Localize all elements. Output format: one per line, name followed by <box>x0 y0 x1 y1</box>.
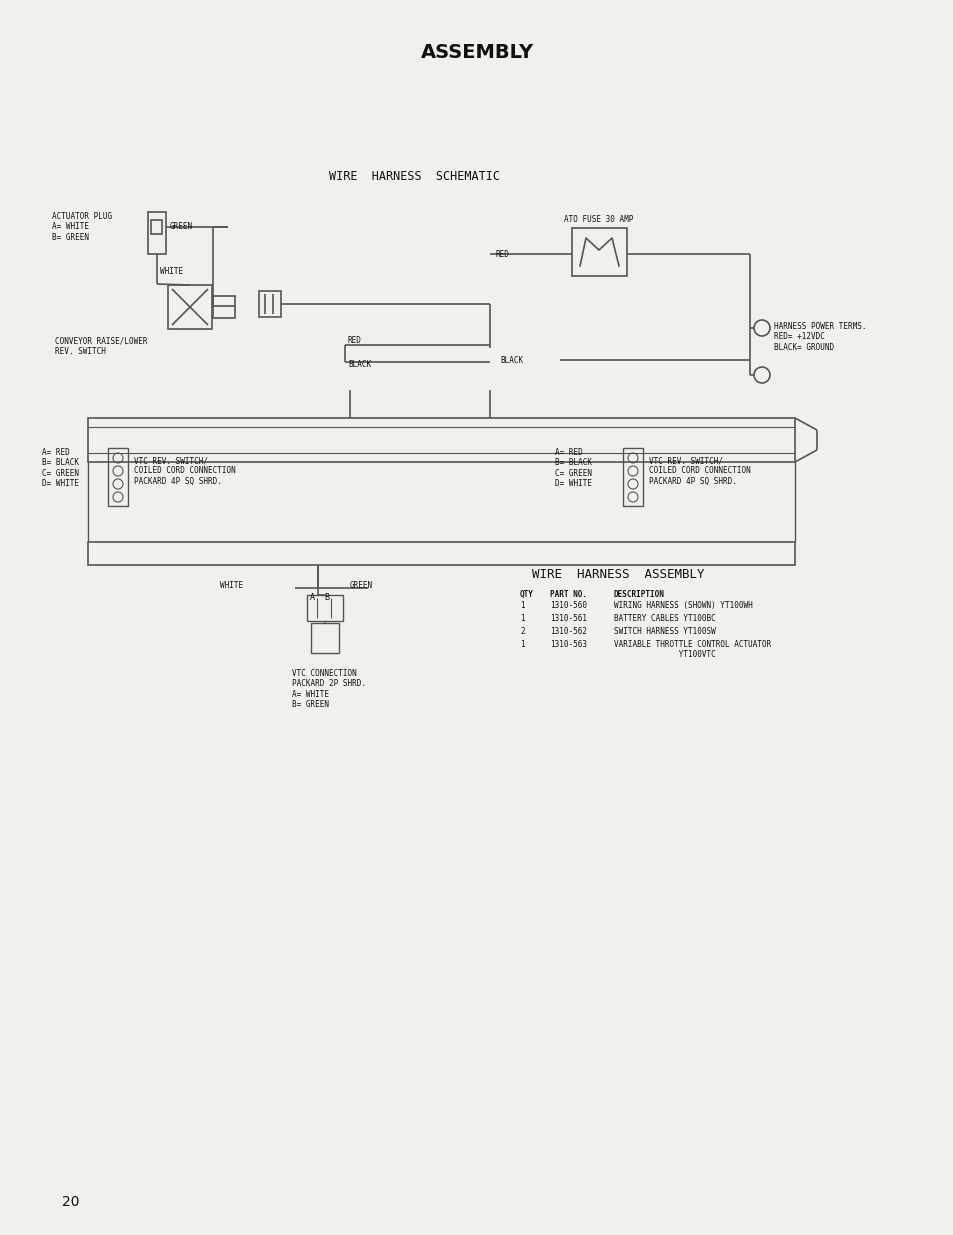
Text: 1: 1 <box>519 614 524 622</box>
Text: 1: 1 <box>519 601 524 610</box>
Text: 1310-561: 1310-561 <box>550 614 586 622</box>
Bar <box>148 212 166 254</box>
Text: ASSEMBLY: ASSEMBLY <box>420 42 533 62</box>
Text: DESCRIPTION: DESCRIPTION <box>614 590 664 599</box>
Bar <box>622 448 642 506</box>
Bar <box>258 291 281 317</box>
Text: WIRING HARNESS (SHOWN) YT100WH: WIRING HARNESS (SHOWN) YT100WH <box>614 601 752 610</box>
Text: PART NO.: PART NO. <box>550 590 586 599</box>
Text: 1310-562: 1310-562 <box>550 627 586 636</box>
Text: 20: 20 <box>62 1195 79 1209</box>
Text: VARIABLE THROTTLE CONTROL ACTUATOR
              YT100VTC: VARIABLE THROTTLE CONTROL ACTUATOR YT100… <box>614 640 770 659</box>
Text: BLACK: BLACK <box>499 356 522 366</box>
Text: RED: RED <box>348 336 361 345</box>
Text: GREEN: GREEN <box>170 222 193 231</box>
Bar <box>572 228 626 275</box>
Text: WIRE  HARNESS  SCHEMATIC: WIRE HARNESS SCHEMATIC <box>329 170 500 184</box>
Text: VTC REV. SWITCH/
COILED CORD CONNECTION
PACKARD 4P SQ SHRD.: VTC REV. SWITCH/ COILED CORD CONNECTION … <box>648 456 750 485</box>
Text: A  B: A B <box>310 593 330 601</box>
Text: A= RED
B= BLACK
C= GREEN
D= WHITE: A= RED B= BLACK C= GREEN D= WHITE <box>42 448 79 488</box>
Text: 1310-560: 1310-560 <box>550 601 586 610</box>
Text: 1310-563: 1310-563 <box>550 640 586 650</box>
Bar <box>168 285 212 329</box>
Text: WHITE: WHITE <box>160 267 183 275</box>
Text: 1: 1 <box>519 640 524 650</box>
Bar <box>213 296 234 317</box>
Text: GREEN: GREEN <box>350 580 373 589</box>
Text: 2: 2 <box>519 627 524 636</box>
Bar <box>311 622 338 653</box>
Text: HARNESS POWER TERMS.
RED= +12VDC
BLACK= GROUND: HARNESS POWER TERMS. RED= +12VDC BLACK= … <box>773 322 865 352</box>
Text: ACTUATOR PLUG
A= WHITE
B= GREEN: ACTUATOR PLUG A= WHITE B= GREEN <box>52 212 112 242</box>
Text: QTY: QTY <box>519 590 534 599</box>
Text: ATO FUSE 30 AMP: ATO FUSE 30 AMP <box>564 215 633 224</box>
Text: VTC CONNECTION
PACKARD 2P SHRD.
A= WHITE
B= GREEN: VTC CONNECTION PACKARD 2P SHRD. A= WHITE… <box>292 669 366 709</box>
Text: BATTERY CABLES YT100BC: BATTERY CABLES YT100BC <box>614 614 715 622</box>
Bar <box>88 417 794 462</box>
Bar <box>151 220 162 233</box>
Bar <box>307 595 343 621</box>
Text: SWITCH HARNESS YT100SW: SWITCH HARNESS YT100SW <box>614 627 715 636</box>
Bar <box>108 448 128 506</box>
Text: WIRE  HARNESS  ASSEMBLY: WIRE HARNESS ASSEMBLY <box>531 568 703 580</box>
Bar <box>88 542 794 564</box>
Text: CONVEYOR RAISE/LOWER
REV. SWITCH: CONVEYOR RAISE/LOWER REV. SWITCH <box>55 337 148 357</box>
Text: A= RED
B= BLACK
C= GREEN
D= WHITE: A= RED B= BLACK C= GREEN D= WHITE <box>555 448 592 488</box>
Text: BLACK: BLACK <box>348 359 371 369</box>
Text: WHITE: WHITE <box>220 580 243 589</box>
Text: RED: RED <box>496 249 509 259</box>
Text: VTC REV. SWITCH/
COILED CORD CONNECTION
PACKARD 4P SQ SHRD.: VTC REV. SWITCH/ COILED CORD CONNECTION … <box>133 456 235 485</box>
